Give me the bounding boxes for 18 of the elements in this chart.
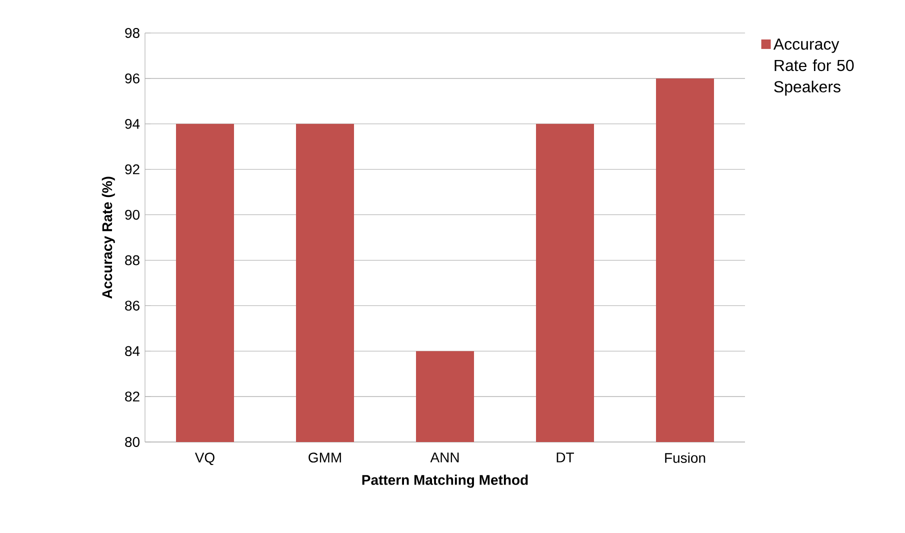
y-tick-label: 84 — [125, 346, 140, 356]
y-tick-label: 94 — [125, 118, 140, 129]
y-tick-label: 98 — [125, 28, 140, 38]
y-tick-label: 82 — [125, 392, 140, 402]
y-tick-label: 80 — [125, 437, 140, 447]
x-tick-label: VQ — [194, 452, 214, 466]
x-tick-label: ANN — [430, 452, 459, 462]
y-tick-label: 92 — [125, 164, 140, 174]
x-axis-title: Pattern Matching Method — [362, 474, 528, 488]
y-tick-label: 96 — [125, 74, 140, 84]
y-tick-label: 90 — [125, 210, 140, 220]
y-tick-label: 88 — [125, 255, 140, 266]
y-tick-label: 86 — [125, 300, 140, 311]
legend-label: Accuracy Rate for 50 Speakers — [773, 38, 854, 96]
x-tick-label: DT — [556, 452, 574, 462]
y-axis-title: Accuracy Rate (%) — [102, 176, 115, 299]
x-tick-label: Fusion — [665, 452, 706, 463]
x-tick-label: GMM — [308, 452, 341, 463]
